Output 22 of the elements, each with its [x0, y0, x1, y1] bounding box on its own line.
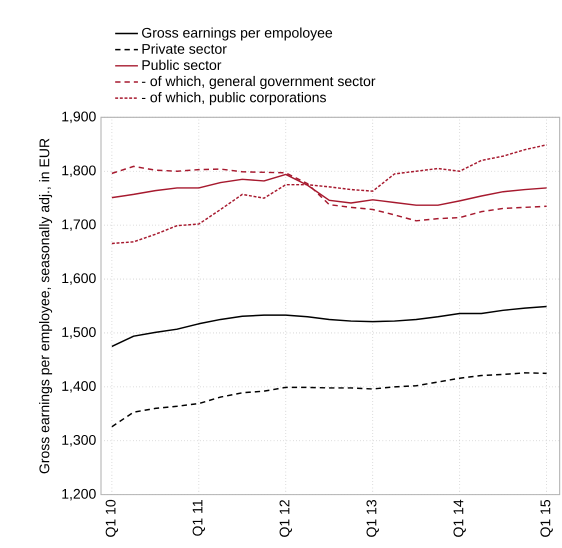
x-tick-label: Q1 11 [192, 500, 206, 536]
y-axis-title: Gross earnings per employee, seasonally adj., in EUR [39, 138, 52, 474]
legend-label: - of which, general government sector [142, 76, 376, 89]
x-tick-label: Q1 10 [106, 500, 118, 537]
y-tick-label: 1,400 [62, 381, 96, 393]
y-tick-label: 1,900 [62, 112, 96, 124]
legend-label: Public sector [142, 60, 222, 70]
y-tick-label: 1,500 [62, 327, 96, 339]
x-tick-label: Q1 14 [453, 500, 466, 537]
legend-label: Private sector [142, 44, 227, 54]
line-series [111, 306, 548, 348]
y-tick-label: 1,700 [62, 219, 96, 231]
legend-label: Gross earnings per empoloyee [142, 27, 332, 41]
x-tick-label: Q1 13 [366, 500, 379, 537]
x-tick-label: Q1 15 [540, 500, 553, 537]
line-series [111, 144, 548, 244]
y-tick-label: 1,600 [62, 273, 96, 285]
y-tick-label: 1,200 [62, 488, 96, 500]
y-tick-label: 1,300 [62, 434, 96, 447]
x-tick-label: Q1 12 [280, 500, 292, 537]
legend-label: - of which, public corporations [142, 92, 326, 106]
y-tick-label: 1,800 [62, 165, 96, 178]
